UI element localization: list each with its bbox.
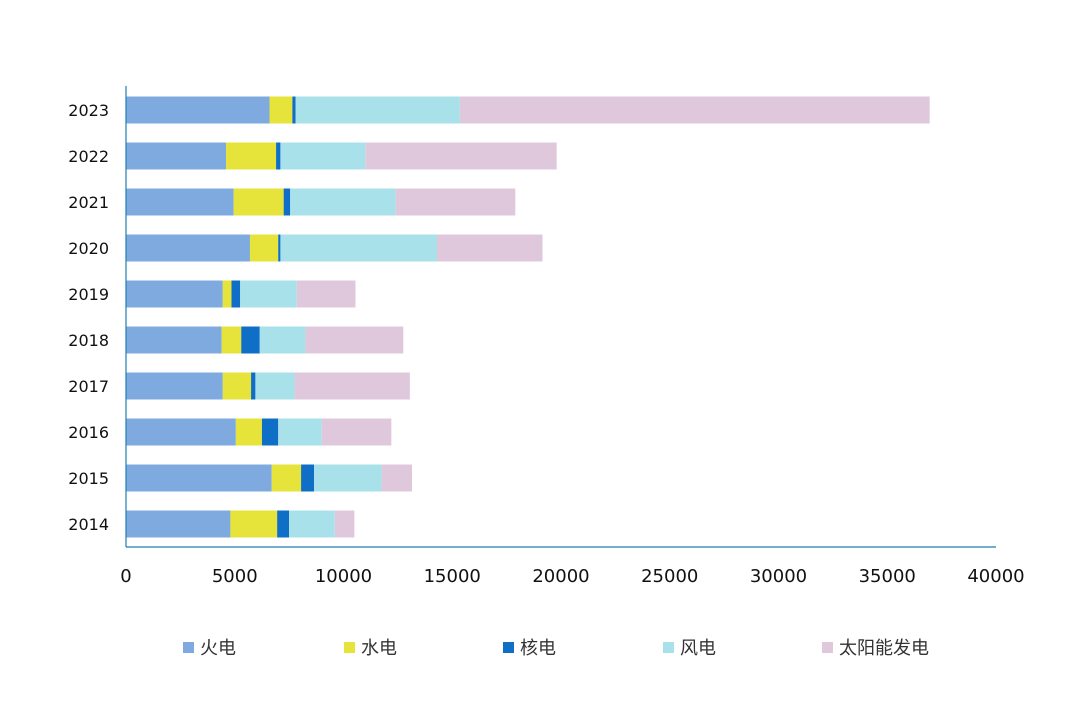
y-tick-label: 2015 — [68, 469, 109, 488]
bar-2015-series-4 — [314, 464, 382, 492]
bar-2015-series-1 — [126, 464, 272, 492]
bar-2017-series-1 — [126, 372, 223, 400]
legend-label: 火电 — [200, 638, 236, 659]
x-tick-label: 5000 — [212, 566, 258, 587]
bar-2015-series-2 — [271, 464, 302, 492]
bars-group — [126, 96, 930, 538]
bar-2019-series-5 — [296, 280, 356, 308]
bar-2014-series-4 — [289, 510, 335, 538]
bar-2019-series-1 — [126, 280, 223, 308]
bar-2020-series-4 — [280, 234, 438, 262]
bar-2016-series-1 — [126, 418, 236, 446]
legend-label: 核电 — [520, 638, 556, 659]
x-tick-label: 40000 — [967, 566, 1024, 587]
x-tick-labels: 0 5000 10000 15000 20000 25000 30000 35000 40000 — [120, 566, 1024, 587]
bar-2017-series-4 — [255, 372, 295, 400]
x-tick-label: 20000 — [532, 566, 589, 587]
bar-2014-series-1 — [126, 510, 231, 538]
bar-2015-series-3 — [301, 464, 315, 492]
bar-2022-series-1 — [126, 142, 227, 170]
legend-swatch — [822, 642, 833, 653]
y-tick-label: 2022 — [68, 147, 109, 166]
bar-2014-series-5 — [334, 510, 355, 538]
legend-swatch — [503, 642, 514, 653]
legend-label: 水电 — [361, 638, 397, 659]
bar-2017-series-5 — [294, 372, 410, 400]
bar-2023-series-3 — [292, 96, 296, 124]
legend-swatch — [663, 642, 674, 653]
bar-2022-series-4 — [280, 142, 366, 170]
y-tick-label: 2021 — [68, 193, 109, 212]
bar-2017-series-2 — [222, 372, 252, 400]
bar-2020-series-3 — [278, 234, 281, 262]
bar-2015-series-5 — [381, 464, 413, 492]
x-tick-label: 35000 — [859, 566, 916, 587]
legend-label: 太阳能发电 — [839, 638, 929, 659]
bar-2014-series-3 — [277, 510, 290, 538]
bar-2021-series-2 — [233, 188, 284, 216]
bar-2019-series-3 — [231, 280, 241, 308]
x-tick-label: 25000 — [641, 566, 698, 587]
bar-2022-series-2 — [226, 142, 277, 170]
y-tick-label: 2018 — [68, 331, 109, 350]
y-tick-label: 2019 — [68, 285, 109, 304]
legend-swatch — [344, 642, 355, 653]
y-tick-labels: 2014 2015 2016 2017 2018 2019 2020 2021 2022 2023 — [68, 101, 109, 534]
x-tick-label: 30000 — [750, 566, 807, 587]
bar-2023-series-4 — [295, 96, 460, 124]
y-tick-label: 2020 — [68, 239, 109, 258]
x-tick-label: 15000 — [424, 566, 481, 587]
y-tick-label: 2023 — [68, 101, 109, 120]
y-tick-label: 2014 — [68, 515, 109, 534]
bar-2021-series-4 — [290, 188, 396, 216]
bar-2018-series-2 — [221, 326, 242, 354]
legend: 火电 水电 核电 风电 太阳能发电 — [183, 638, 929, 659]
bar-2019-series-2 — [222, 280, 232, 308]
y-tick-label: 2016 — [68, 423, 109, 442]
bar-2016-series-5 — [321, 418, 392, 446]
bar-2021-series-5 — [395, 188, 516, 216]
bar-2018-series-5 — [305, 326, 404, 354]
bar-2016-series-3 — [261, 418, 279, 446]
bar-2021-series-1 — [126, 188, 234, 216]
bar-2022-series-5 — [365, 142, 557, 170]
bar-2021-series-3 — [283, 188, 291, 216]
bar-2023-series-5 — [459, 96, 930, 124]
bar-2018-series-1 — [126, 326, 222, 354]
x-tick-label: 0 — [120, 566, 131, 587]
bar-2018-series-4 — [259, 326, 306, 354]
bar-2022-series-3 — [276, 142, 281, 170]
bar-2017-series-3 — [251, 372, 256, 400]
legend-swatch — [183, 642, 194, 653]
bar-2016-series-4 — [278, 418, 322, 446]
bar-2014-series-2 — [230, 510, 278, 538]
bar-2020-series-2 — [249, 234, 279, 262]
bar-2023-series-1 — [126, 96, 270, 124]
y-tick-label: 2017 — [68, 377, 109, 396]
bar-2020-series-5 — [437, 234, 543, 262]
bar-2016-series-2 — [235, 418, 262, 446]
x-tick-label: 10000 — [315, 566, 372, 587]
legend-label: 风电 — [680, 638, 716, 659]
bar-2019-series-4 — [240, 280, 297, 308]
bar-2020-series-1 — [126, 234, 250, 262]
bar-2018-series-3 — [241, 326, 260, 354]
bar-2023-series-2 — [269, 96, 293, 124]
